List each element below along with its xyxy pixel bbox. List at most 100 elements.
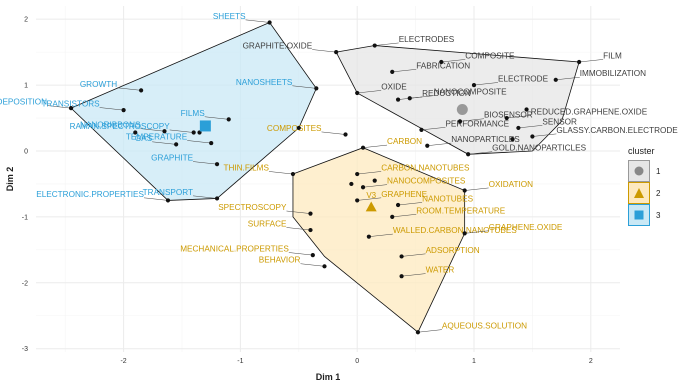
legend-label-3: 3 (656, 210, 661, 220)
label-leader-line (286, 227, 311, 231)
point-label: OXIDATION (489, 180, 534, 189)
label-leader-line (312, 49, 337, 53)
data-point (390, 69, 395, 75)
label-leader-line (187, 140, 212, 144)
label-leader-line (321, 131, 346, 135)
axes: -2 -1 0 1 2 -3 -2 -1 0 1 2 Dim 1 Dim 2 (5, 17, 593, 382)
label-leader-line (357, 90, 382, 94)
point-label: NANOCOMPOSITE (434, 88, 507, 97)
data-point (415, 330, 421, 335)
point-label: ADSORPTION (426, 246, 480, 255)
cluster-centroids: V3 (199, 103, 468, 212)
point-label: GOLD.NANOPARTICLES (492, 144, 586, 153)
point-label: GRAPHENE (381, 190, 427, 199)
label-leader-line (140, 128, 165, 132)
x-axis-title: Dim 1 (316, 372, 341, 382)
label-leader-line (268, 171, 293, 175)
legend-item-1: 1 (628, 160, 680, 182)
point-label: CHEMICAL.VAPOR.DEPOSITION (0, 98, 47, 107)
point-label: NANOCOMPOSITES (387, 177, 466, 186)
legend-key-1 (628, 160, 650, 182)
label-leader-line (286, 210, 311, 214)
data-point (407, 96, 412, 101)
point-label: SENSOR (542, 117, 577, 126)
point-label: SURFACE (248, 219, 287, 228)
y-tick-label: -2 (22, 280, 28, 287)
label-leader-line (392, 69, 417, 73)
data-point (343, 132, 348, 137)
point-label: NANOSHEETS (236, 78, 293, 87)
point-label: GROWTH (80, 80, 117, 89)
point-label: ROOM.TEMPERATURE (416, 206, 506, 215)
point-label: PERFORMANCE (445, 119, 509, 128)
data-point (390, 214, 395, 219)
label-leader-line (292, 85, 317, 89)
label-leader-line (143, 197, 169, 201)
label-leader-line (392, 214, 417, 218)
data-point (419, 127, 424, 133)
label-leader-line (363, 144, 388, 148)
data-point (530, 134, 535, 139)
label-leader-line (464, 187, 489, 191)
label-leader-line (152, 141, 177, 145)
label-leader-line (300, 263, 325, 267)
data-point (360, 145, 366, 150)
data-point (372, 43, 377, 48)
point-label: NANORIBBONS (80, 121, 141, 130)
point-label: SPECTROSCOPY (218, 203, 287, 212)
data-point (524, 107, 529, 112)
point-label: REDUCTION (422, 89, 471, 98)
point-label: THIN.FILMS (223, 163, 269, 172)
y-axis-title: Dim 2 (5, 167, 15, 192)
label-leader-line (374, 42, 399, 46)
data-point (308, 211, 313, 216)
label-leader-line (245, 19, 270, 23)
point-label: AQUEOUS.SOLUTION (442, 322, 527, 331)
data-point (360, 185, 366, 190)
point-label: CARBON.NANOTUBES (381, 163, 470, 172)
data-point (267, 20, 272, 25)
data-point (439, 59, 444, 65)
point-label: WALLED.CARBON.NANOTUBES (393, 226, 517, 235)
data-point (349, 181, 354, 187)
data-point (174, 142, 179, 147)
point-label: MECHANICAL.PROPERTIES (180, 245, 289, 254)
legend-label-2: 2 (656, 188, 661, 198)
label-leader-line (193, 195, 218, 199)
triangle-icon (634, 188, 644, 198)
centroid-label: V3 (366, 191, 376, 200)
label-leader-line (421, 127, 446, 131)
point-label: COMPOSITES (267, 124, 322, 133)
data-point (395, 202, 401, 208)
point-label: NANOPARTICLES (451, 135, 520, 144)
data-point (322, 264, 327, 269)
point-label: BEHAVIOR (259, 256, 301, 265)
label-leader-line (169, 129, 194, 133)
point-label: SHEETS (213, 12, 246, 21)
label-leader-line (464, 230, 489, 234)
data-point (191, 130, 196, 135)
data-point (133, 130, 138, 135)
point-label: FILM (603, 51, 622, 60)
label-leader-line (409, 95, 434, 99)
data-point (355, 90, 360, 96)
cluster-hull-2 (292, 147, 466, 333)
point-label: COMPOSITE (465, 51, 515, 60)
label-leader-line (427, 142, 452, 146)
y-tick-label: 0 (24, 148, 28, 155)
label-leader-line (368, 233, 393, 237)
data-points (68, 20, 582, 335)
legend: cluster 1 2 3 (628, 146, 680, 226)
data-point (314, 86, 319, 91)
data-point (334, 50, 339, 55)
point-label: ELECTRODE (498, 74, 549, 83)
data-point (165, 198, 171, 203)
point-label: WATER (426, 266, 455, 275)
data-point (355, 171, 360, 177)
label-leader-line (288, 252, 313, 256)
data-point (399, 254, 404, 259)
y-tick-label: -3 (22, 346, 28, 353)
point-label: REDUCED.GRAPHENE.OXIDE (531, 107, 648, 116)
point-label: CARBON (387, 137, 422, 146)
data-point (310, 253, 315, 258)
